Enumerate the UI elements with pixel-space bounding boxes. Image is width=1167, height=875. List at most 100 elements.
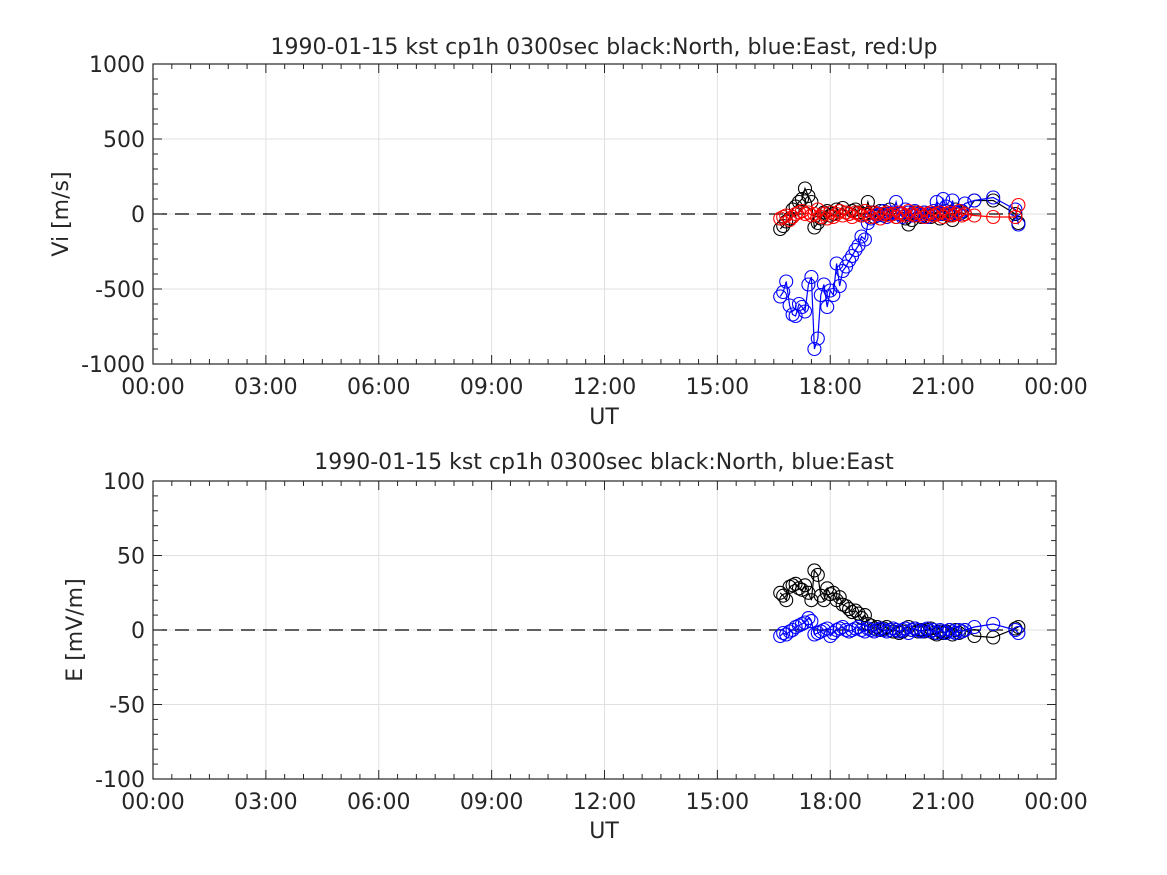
electric-field-east-point <box>860 621 875 636</box>
velocity-east-point <box>776 284 791 300</box>
electric-field-east-point <box>1008 622 1023 638</box>
electric-field-north-point <box>1011 619 1026 635</box>
velocity-up-series-line <box>779 204 1019 221</box>
velocity-y-tick-label: 500 <box>103 128 145 153</box>
velocity-up-point <box>1011 197 1026 213</box>
electric-field-x-tick-label: 00:00 <box>1024 790 1087 815</box>
electric-field-ticks: 00:00 03:00 06:00 09:00 12:00 15:00 18:00 21:00… <box>95 470 1088 815</box>
electric-field-y-tick-label: 100 <box>103 470 145 495</box>
electric-field-north-point <box>797 578 813 593</box>
velocity-east-point <box>773 289 788 304</box>
electric-field-x-tick-label: 06:00 <box>347 790 410 815</box>
electric-field-east-point <box>879 624 894 639</box>
velocity-east-point <box>936 191 951 207</box>
electric-field-east-point <box>801 611 816 626</box>
velocity-y-tick-label: -1000 <box>81 353 145 378</box>
velocity-y-axis-label: Vi [m/s] <box>49 171 74 256</box>
velocity-east-point <box>807 341 822 357</box>
velocity-x-tick-label: 12:00 <box>573 375 636 400</box>
velocity-ticks: 00:00 03:00 06:00 09:00 12:00 15:00 18:00 21:00… <box>81 53 1088 400</box>
velocity-east-point <box>967 193 982 208</box>
electric-field-east-point <box>954 624 969 639</box>
velocity-x-tick-label: 00:00 <box>1024 375 1087 400</box>
velocity-east-point <box>842 253 857 268</box>
velocity-north-point <box>860 194 875 210</box>
velocity-x-tick-label: 09:00 <box>460 375 523 400</box>
velocity-north-point <box>1008 206 1023 222</box>
velocity-east-point <box>857 232 872 247</box>
velocity-east-point <box>854 229 869 244</box>
velocity-x-tick-label: 03:00 <box>234 375 297 400</box>
electric-field-y-tick-label: -50 <box>109 694 145 719</box>
velocity-east-point <box>801 277 816 292</box>
electric-field-north-point <box>807 563 822 578</box>
velocity-series <box>773 181 1026 357</box>
electric-field-x-tick-label: 12:00 <box>573 790 636 815</box>
electric-field-east-point <box>948 625 963 641</box>
velocity-up-point <box>860 206 875 222</box>
velocity-east-point <box>804 269 819 285</box>
electric-field-y-axis-label: E [mV/m] <box>63 578 88 681</box>
velocity-east-point <box>832 278 847 294</box>
velocity-y-tick-label: 1000 <box>89 53 145 78</box>
velocity-panel: 00:00 03:00 06:00 09:00 12:00 15:00 18:00 21:00… <box>49 35 1088 430</box>
electric-field-north-point <box>842 602 857 617</box>
electric-field-north-point <box>810 567 825 582</box>
electric-field-north-point <box>785 578 800 593</box>
electric-field-y-tick-label: 50 <box>117 545 145 570</box>
velocity-east-point <box>848 242 863 258</box>
velocity-y-tick-label: 0 <box>131 203 145 228</box>
electric-field-series <box>773 563 1026 645</box>
velocity-east-point <box>779 274 794 289</box>
electric-field-panel: 00:00 03:00 06:00 09:00 12:00 15:00 18:00 21:00… <box>63 450 1088 844</box>
velocity-x-axis-label: UT <box>589 405 619 430</box>
electric-field-x-axis-label: UT <box>589 819 619 844</box>
electric-field-y-tick-label: 0 <box>131 619 145 644</box>
velocity-east-point <box>820 299 835 315</box>
velocity-x-tick-label: 18:00 <box>799 375 862 400</box>
velocity-up-point <box>889 209 904 225</box>
velocity-up-point <box>879 205 894 220</box>
velocity-east-point <box>794 299 810 315</box>
electric-field-east-point <box>870 622 885 638</box>
electric-field-north-point <box>779 593 794 608</box>
velocity-east-point <box>797 304 813 319</box>
velocity-up-point <box>832 203 847 219</box>
velocity-east-point <box>986 190 1001 205</box>
electric-field-east-point <box>804 614 819 629</box>
velocity-up-point <box>923 205 938 220</box>
electric-field-x-tick-label: 09:00 <box>460 790 523 815</box>
electric-field-north-point <box>857 608 872 623</box>
electric-field-east-point <box>776 625 791 641</box>
electric-field-x-tick-label: 15:00 <box>686 790 749 815</box>
electric-field-east-point <box>797 615 813 630</box>
velocity-up-point <box>967 208 982 223</box>
electric-field-x-tick-label: 03:00 <box>234 790 297 815</box>
electric-field-east-point <box>1011 625 1026 641</box>
velocity-east-point <box>823 283 838 298</box>
electric-field-x-tick-label: 18:00 <box>799 790 862 815</box>
velocity-x-tick-label: 21:00 <box>911 375 974 400</box>
velocity-chart-title: 1990-01-15 kst cp1h 0300sec black:North,… <box>270 35 937 60</box>
electric-field-east-point <box>876 622 891 638</box>
velocity-north-point <box>797 181 813 196</box>
velocity-up-point <box>801 205 816 220</box>
electric-field-east-point <box>986 616 1001 632</box>
velocity-up-point <box>948 206 963 222</box>
velocity-east-point <box>835 263 850 279</box>
electric-field-east-point <box>904 622 919 638</box>
velocity-up-point <box>845 209 860 225</box>
electric-field-east-point <box>923 624 938 639</box>
electric-field-east-point <box>773 628 788 644</box>
electric-field-east-point <box>967 619 982 635</box>
electric-field-y-tick-label: -100 <box>95 768 145 793</box>
velocity-north-point <box>794 191 810 207</box>
velocity-x-tick-label: 00:00 <box>121 375 184 400</box>
velocity-y-tick-label: -500 <box>95 278 145 303</box>
electric-field-chart-title: 1990-01-15 kst cp1h 0300sec black:North,… <box>314 450 894 475</box>
velocity-x-tick-label: 06:00 <box>347 375 410 400</box>
velocity-east-point <box>1011 217 1026 232</box>
electric-field-north-point <box>794 582 810 597</box>
velocity-up-point <box>986 209 1001 225</box>
